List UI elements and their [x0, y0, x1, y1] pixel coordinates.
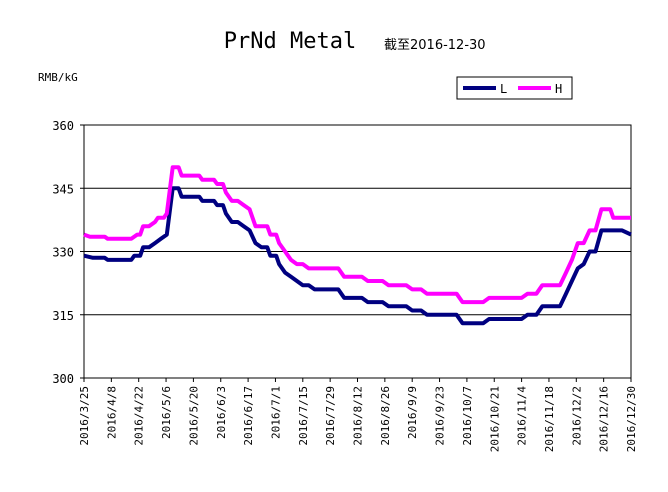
y-tick-label-360: 360 — [52, 119, 74, 133]
x-tick-label-11: 2016/8/26 — [379, 386, 392, 446]
x-tick-label-15: 2016/10/21 — [488, 386, 501, 452]
y-tick-label-300: 300 — [52, 372, 74, 386]
chart-subtitle: 截至2016-12-30 — [384, 38, 486, 53]
series-line-h — [83, 165, 631, 305]
x-tick-label-17: 2016/11/18 — [543, 386, 556, 452]
x-tick-label-5: 2016/6/3 — [215, 386, 228, 439]
x-tick-label-8: 2016/7/15 — [297, 386, 310, 446]
x-tick-label-10: 2016/8/12 — [352, 386, 365, 446]
y-tick-label-345: 345 — [52, 182, 74, 196]
x-tick-label-2: 2016/4/22 — [133, 386, 146, 446]
x-tick-label-16: 2016/11/4 — [516, 386, 529, 446]
legend-box — [456, 76, 573, 100]
plot-area: 360 345 330 315 300 2016/3/25 2016/4/8 2016/4/2… — [52, 119, 638, 452]
x-tick-label-3: 2016/5/6 — [160, 386, 173, 439]
series-line-l — [83, 186, 632, 326]
legend-label-h: H — [555, 82, 562, 96]
x-tick-label-19: 2016/12/16 — [598, 386, 611, 452]
x-tick-label-20: 2016/12/30 — [625, 386, 638, 452]
y-tick-label-330: 330 — [52, 246, 74, 260]
x-tick-label-13: 2016/9/23 — [434, 386, 447, 446]
x-tick-label-0: 2016/3/25 — [78, 386, 91, 446]
x-tick-label-7: 2016/7/1 — [269, 386, 282, 439]
y-tick-label-315: 315 — [52, 309, 74, 323]
x-tick-label-9: 2016/7/29 — [324, 386, 337, 446]
x-tick-label-18: 2016/12/2 — [570, 386, 583, 446]
legend-label-l: L — [500, 82, 507, 96]
x-tick-label-1: 2016/4/8 — [105, 386, 118, 439]
y-axis-unit-label: RMB/kG — [38, 71, 78, 84]
chart-title: PrNd Metal — [224, 29, 356, 54]
x-tick-label-6: 2016/6/17 — [242, 386, 255, 446]
x-tick-label-12: 2016/9/9 — [406, 386, 419, 439]
x-tick-label-4: 2016/5/20 — [187, 386, 200, 446]
x-tick-label-14: 2016/10/7 — [461, 386, 474, 446]
legend: L H — [456, 76, 573, 100]
